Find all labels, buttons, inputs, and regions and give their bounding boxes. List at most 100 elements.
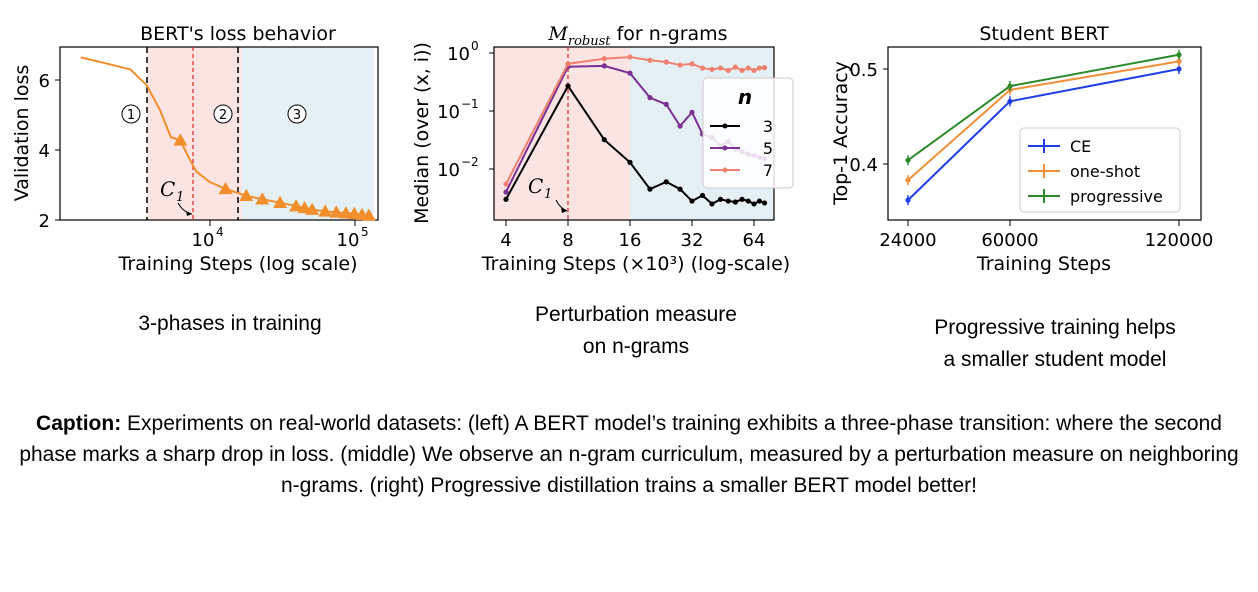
series-n7-point-13	[739, 67, 745, 74]
subcaption-middle-line2: on n-grams	[582, 335, 690, 358]
subcaption-middle-line1: Perturbation measure	[535, 303, 737, 326]
series-n3-point-9	[709, 201, 715, 207]
series-n5-point-6	[677, 123, 683, 129]
subcaption-right-line2: a smaller student model	[943, 348, 1167, 371]
right-y-label: Top-1 Accuracy	[830, 61, 852, 206]
loss-marker-1	[218, 181, 233, 195]
series-n5-point-7	[689, 109, 695, 115]
series-n7-point-8	[699, 65, 706, 71]
middle-c1-annotation: C 1	[528, 174, 568, 213]
caption-label: Caption:	[36, 412, 122, 435]
left-xtick-1e5: 10	[337, 230, 360, 251]
right-xtick-120000: 120000	[1145, 230, 1214, 251]
right-xtick-60000: 60000	[981, 230, 1038, 251]
svg-text:2: 2	[219, 108, 227, 123]
left-ytick-2: 2	[39, 211, 50, 232]
series-n3-point-3	[627, 159, 633, 165]
phase-1-label: 1	[121, 104, 141, 124]
series-n5-point-4	[647, 95, 653, 101]
series-n3-point-10	[717, 196, 724, 202]
series-n3-point-15	[751, 201, 757, 207]
loss-marker-9	[329, 205, 344, 218]
subcaption-right: Progressive training helps a smaller stu…	[885, 312, 1225, 376]
figure-canvas: 1 2 3 C 1 2 4 6 10 4	[11, 23, 1214, 275]
series-n7-point-9	[709, 66, 715, 73]
left-xtick-1e4: 10	[192, 230, 215, 251]
left-xtick-1e4-exp: 4	[216, 225, 224, 239]
loss-marker-4	[273, 195, 288, 208]
middle-ytick-1e0: 10	[447, 44, 470, 65]
phase-3-background	[242, 47, 374, 220]
series-n5-point-3	[627, 70, 633, 76]
middle-y-label: Median (over (x, i))	[411, 42, 433, 224]
loss-marker-13	[361, 208, 376, 221]
middle-x-axis: 4 8 16 32 64	[500, 220, 765, 251]
legend-item-ce: CE	[1028, 137, 1091, 156]
left-x-axis: 10 4 10 5	[192, 220, 369, 251]
right-ytick-04: 0.4	[849, 155, 878, 176]
subcaption-left-text: 3-phases in training	[138, 312, 322, 335]
right-y-axis: 0.4 0.5	[849, 60, 888, 176]
subcaption-right-line1: Progressive training helps	[934, 316, 1176, 339]
legend-label-one-shot: one-shot	[1070, 162, 1140, 181]
series-n7-point-17	[761, 65, 768, 71]
legend-label-n7: 7	[763, 161, 773, 180]
series-n5-point-5	[663, 101, 669, 107]
loss-marker-3	[255, 192, 270, 205]
loss-marker-7	[305, 202, 320, 215]
right-legend-box	[1019, 127, 1181, 213]
middle-y-axis: 10 0 10 −1 10 −2	[437, 39, 494, 181]
middle-ytick-1e0-exp: 0	[471, 39, 479, 53]
right-x-label: Training Steps	[976, 253, 1111, 275]
middle-ytick-1e-2-exp: −2	[461, 155, 479, 169]
loss-marker-5	[289, 199, 304, 212]
phase-3-label: 3	[287, 104, 307, 124]
left-x-label: Training Steps (log scale)	[118, 253, 358, 275]
middle-x-label: Training Steps (×10³) (log-scale)	[481, 253, 790, 275]
c1-annotation: C 1	[160, 177, 193, 216]
series-n5-point-0	[503, 189, 509, 195]
left-xtick-1e5-exp: 5	[361, 225, 369, 239]
svg-text:3: 3	[293, 108, 301, 123]
left-ytick-6: 6	[39, 71, 50, 92]
middle-ytick-1e-1-exp: −1	[461, 97, 479, 111]
loss-marker-10	[338, 206, 353, 219]
middle-c1-label: C	[528, 174, 543, 198]
middle-ytick-1e-2: 10	[437, 160, 460, 181]
legend-item-n5: 5	[710, 139, 773, 158]
legend-item-one-shot: one-shot	[1028, 162, 1140, 181]
figure-caption: Caption: Experiments on real-world datas…	[10, 408, 1248, 501]
c1-sub: 1	[176, 190, 184, 205]
left-y-axis: 2 4 6	[39, 71, 60, 232]
middle-c1-sub: 1	[544, 187, 552, 202]
loss-marker-0	[173, 133, 188, 146]
phase-2-label: 2	[213, 104, 233, 124]
middle-xtick-16: 16	[619, 230, 642, 251]
legend-item-n3: 3	[710, 117, 773, 136]
series-n3-point-5	[663, 179, 669, 185]
series-n7-point-12	[732, 64, 739, 70]
series-n7-point-4	[647, 57, 653, 63]
series-n7-point-15	[751, 67, 757, 74]
series-n7-point-6	[677, 62, 683, 68]
middle-legend: n 3 5 7	[702, 77, 794, 189]
caption-text: Experiments on real-world datasets: (lef…	[19, 412, 1239, 497]
series-n5-point-2	[601, 63, 607, 69]
legend-item-progressive: progressive	[1028, 187, 1163, 206]
left-y-label: Validation loss	[11, 65, 33, 202]
right-series-group	[905, 49, 1182, 206]
left-loss-series	[80, 56, 376, 221]
chart-mrobust-ngrams: C 1 n 3 5 7	[411, 23, 794, 275]
right-ytick-05: 0.5	[849, 60, 878, 81]
middle-ytick-1e-1: 10	[437, 102, 460, 123]
middle-xtick-8: 8	[562, 230, 573, 251]
middle-xtick-4: 4	[500, 230, 511, 251]
legend-label-n3: 3	[763, 117, 773, 136]
middle-phase-2-background	[494, 47, 630, 220]
series-n3-point-16	[756, 198, 763, 204]
series-n7-point-16	[756, 65, 763, 71]
series-n7-point-0	[503, 181, 509, 187]
series-n3-point-11	[725, 198, 731, 204]
loss-marker-8	[318, 204, 333, 217]
series-n3-point-7	[689, 198, 695, 204]
